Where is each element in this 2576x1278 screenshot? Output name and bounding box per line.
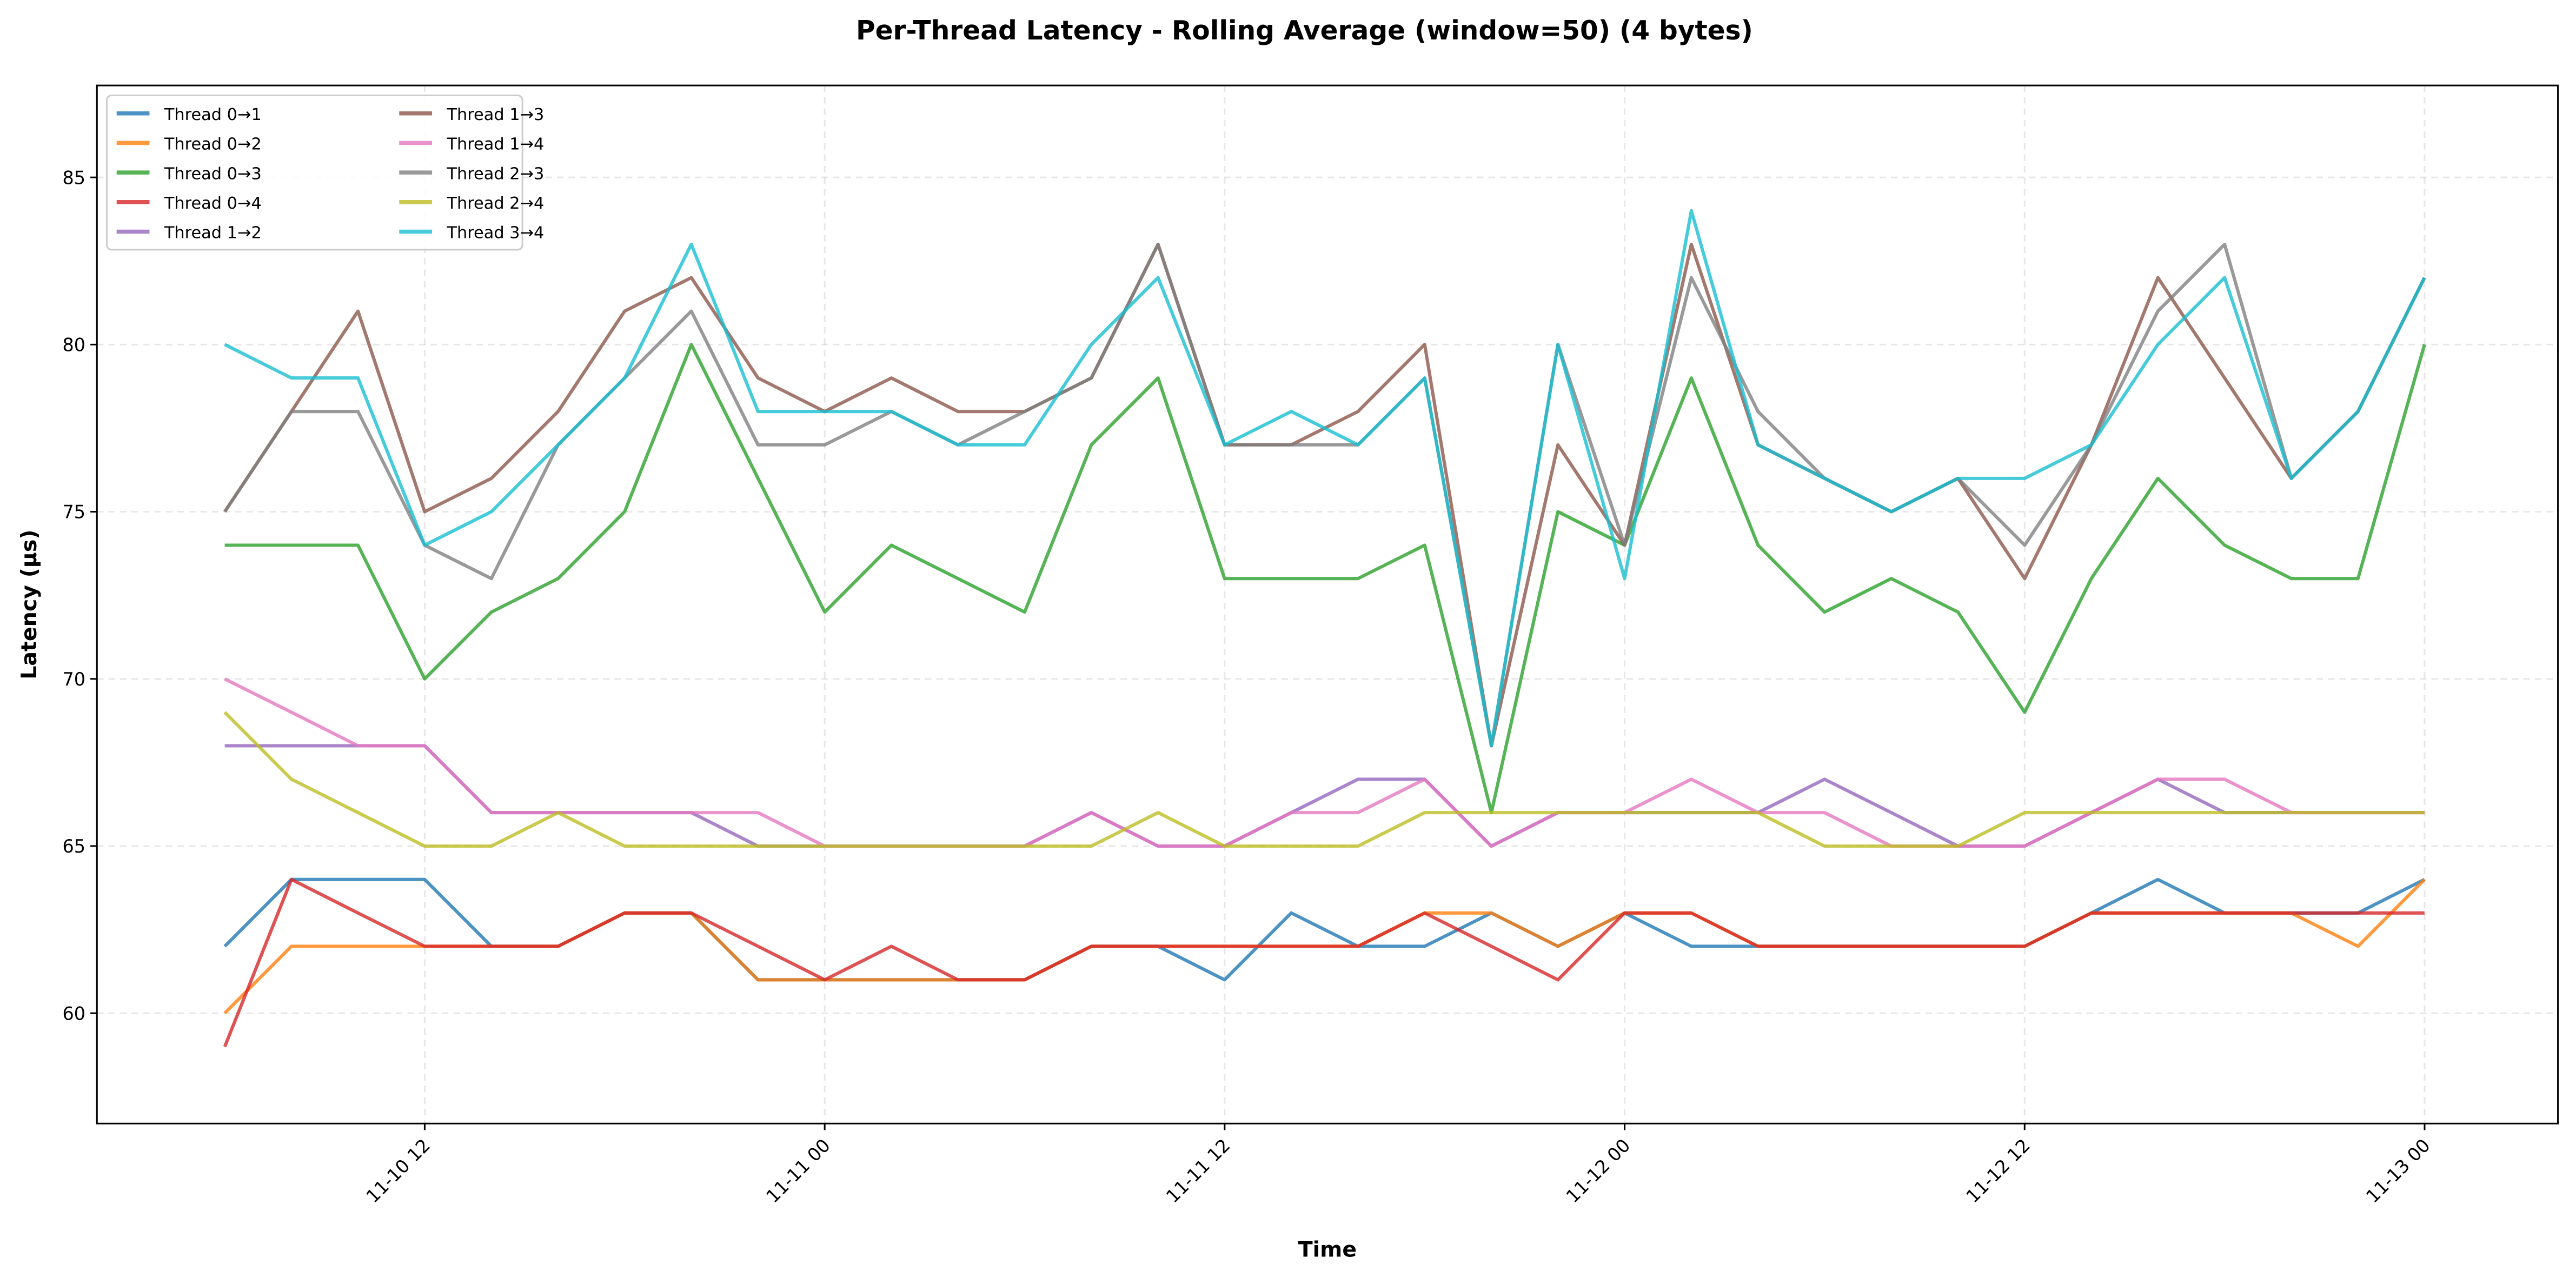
- legend-label: Thread 0→4: [164, 194, 262, 213]
- legend-label: Thread 1→2: [164, 224, 262, 243]
- series-line-1-4: [224, 677, 2425, 848]
- series-lines: [223, 209, 2426, 1048]
- legend-label: Thread 1→3: [446, 105, 544, 124]
- y-tick-label: 60: [62, 1003, 85, 1024]
- plot-frame: [96, 84, 2559, 1124]
- series-line-2-4: [223, 711, 2425, 848]
- series-line-0-4: [223, 877, 2425, 1048]
- legend-label: Thread 3→4: [446, 224, 544, 243]
- y-tick-label: 85: [62, 167, 85, 188]
- series-line-0-3: [224, 343, 2426, 815]
- legend: Thread 0→1 Thread 0→2 Thread 0→3 Thread 0→4…: [105, 94, 544, 251]
- y-tick-label: 80: [62, 335, 85, 356]
- legend-label: Thread 0→2: [164, 135, 262, 154]
- series-line-3-4: [224, 209, 2426, 748]
- y-axis: 60 65 70 75 80 85: [62, 167, 97, 1024]
- legend-label: Thread 2→3: [446, 164, 544, 183]
- x-axis-label: Time: [1298, 1237, 1357, 1262]
- chart-title: Per-Thread Latency - Rolling Average (wi…: [856, 16, 1753, 46]
- y-tick-label: 75: [62, 502, 85, 523]
- y-tick-label: 65: [62, 836, 85, 857]
- legend-label: Thread 2→4: [446, 194, 544, 213]
- legend-label: Thread 1→4: [446, 135, 544, 154]
- legend-box: [105, 94, 523, 251]
- legend-label: Thread 0→1: [164, 105, 262, 124]
- y-tick-label: 70: [62, 669, 85, 690]
- y-axis-label: Latency (µs): [17, 530, 42, 680]
- legend-label: Thread 0→3: [164, 164, 262, 183]
